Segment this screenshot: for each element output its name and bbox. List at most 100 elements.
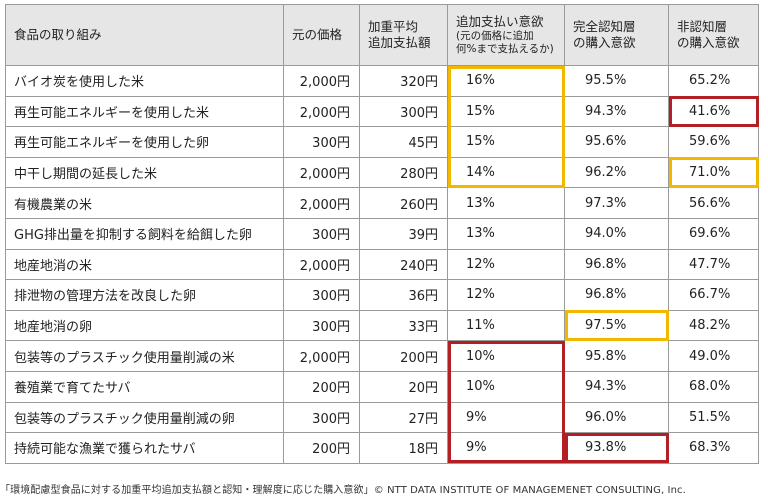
source-caption: 「環境配慮型食品に対する加重平均追加支払額と認知・理解度に応じた購入意欲」© N… [0, 485, 686, 496]
cell-original-price: 300円 [283, 309, 360, 342]
cell-willingness-to-pay: 13% [447, 217, 565, 250]
cell-aware-purchase-intent: 94.3% [564, 370, 669, 403]
cell-unaware-purchase-intent: 48.2% [668, 309, 759, 342]
cell-food-initiative: 包装等のプラスチック使用量削減の卵 [5, 401, 284, 434]
cell-aware-purchase-intent: 95.5% [564, 65, 669, 97]
cell-unaware-purchase-intent: 69.6% [668, 217, 759, 250]
cell-unaware-purchase-intent: 71.0% [668, 156, 759, 189]
cell-willingness-to-pay: 14% [447, 156, 565, 189]
cell-willingness-to-pay: 13% [447, 187, 565, 219]
table-row: 中干し期間の延長した米 2,000円 280円 14% 96.2% 71.0% [5, 156, 759, 189]
cell-food-initiative: 地産地消の卵 [5, 309, 284, 342]
cell-unaware-purchase-intent: 65.2% [668, 65, 759, 97]
cell-additional-payment: 20円 [359, 370, 448, 403]
table-row: 再生可能エネルギーを使用した米 2,000円 300円 15% 94.3% 41.6% [5, 95, 759, 128]
cell-additional-payment: 18円 [359, 432, 448, 464]
cell-original-price: 2,000円 [283, 340, 360, 372]
cell-unaware-purchase-intent: 59.6% [668, 126, 759, 158]
table-row: 有機農業の米 2,000円 260円 13% 97.3% 56.6% [5, 187, 759, 219]
cell-original-price: 300円 [283, 217, 360, 250]
table-row: 包装等のプラスチック使用量削減の卵 300円 27円 9% 96.0% 51.5% [5, 401, 759, 434]
cell-unaware-purchase-intent: 68.3% [668, 432, 759, 464]
cell-additional-payment: 300円 [359, 95, 448, 128]
purchase-intent-table: 食品の取り組み 元の価格 加重平均 追加支払額 追加支払い意欲 (元の価格に追加… [5, 4, 759, 464]
cell-willingness-to-pay: 11% [447, 309, 565, 342]
table-row: GHG排出量を抑制する飼料を給餌した卵 300円 39円 13% 94.0% 69.6% [5, 217, 759, 250]
cell-food-initiative: バイオ炭を使用した米 [5, 65, 284, 97]
cell-original-price: 300円 [283, 126, 360, 158]
cell-aware-purchase-intent: 95.8% [564, 340, 669, 372]
cell-unaware-purchase-intent: 49.0% [668, 340, 759, 372]
table-row: 排泄物の管理方法を改良した卵 300円 36円 12% 96.8% 66.7% [5, 279, 759, 311]
cell-willingness-to-pay: 12% [447, 279, 565, 311]
cell-food-initiative: 中干し期間の延長した米 [5, 156, 284, 189]
cell-additional-payment: 36円 [359, 279, 448, 311]
cell-willingness-to-pay: 9% [447, 401, 565, 434]
cell-additional-payment: 280円 [359, 156, 448, 189]
cell-original-price: 200円 [283, 370, 360, 403]
cell-food-initiative: 排泄物の管理方法を改良した卵 [5, 279, 284, 311]
header-willingness-to-pay: 追加支払い意欲 (元の価格に追加 何%まで支払えるか) [447, 4, 565, 66]
cell-food-initiative: 再生可能エネルギーを使用した卵 [5, 126, 284, 158]
cell-food-initiative: GHG排出量を抑制する飼料を給餌した卵 [5, 217, 284, 250]
header-aware-line1: 完全認知層 [573, 19, 636, 34]
header-unaware-purchase-intent: 非認知層 の購入意欲 [668, 4, 759, 66]
cell-aware-purchase-intent: 93.8% [564, 432, 669, 464]
header-additional-line1: 加重平均 [368, 19, 419, 34]
table-body: バイオ炭を使用した米 2,000円 320円 16% 95.5% 65.2% 再生可能エネル… [5, 65, 759, 464]
table-row: 養殖業で育てたサバ 200円 20円 10% 94.3% 68.0% [5, 370, 759, 403]
cell-food-initiative: 養殖業で育てたサバ [5, 370, 284, 403]
cell-willingness-to-pay: 12% [447, 248, 565, 281]
purchase-intent-table-container: 食品の取り組み 元の価格 加重平均 追加支払額 追加支払い意欲 (元の価格に追加… [5, 4, 759, 465]
header-row: 食品の取り組み 元の価格 加重平均 追加支払額 追加支払い意欲 (元の価格に追加… [5, 4, 759, 66]
cell-food-initiative: 再生可能エネルギーを使用した米 [5, 95, 284, 128]
cell-aware-purchase-intent: 94.3% [564, 95, 669, 128]
cell-food-initiative: 包装等のプラスチック使用量削減の米 [5, 340, 284, 372]
cell-aware-purchase-intent: 96.2% [564, 156, 669, 189]
cell-food-initiative: 地産地消の米 [5, 248, 284, 281]
header-unaware-line1: 非認知層 [677, 19, 728, 34]
cell-willingness-to-pay: 9% [447, 432, 565, 464]
cell-original-price: 2,000円 [283, 156, 360, 189]
cell-additional-payment: 260円 [359, 187, 448, 219]
header-wtp-line1: 追加支払い意欲 [456, 14, 544, 29]
cell-additional-payment: 45円 [359, 126, 448, 158]
table-row: 地産地消の卵 300円 33円 11% 97.5% 48.2% [5, 309, 759, 342]
cell-additional-payment: 27円 [359, 401, 448, 434]
table-row: 包装等のプラスチック使用量削減の米 2,000円 200円 10% 95.8% 49.0% [5, 340, 759, 372]
table-row: 持続可能な漁業で獲られたサバ 200円 18円 9% 93.8% 68.3% [5, 432, 759, 464]
cell-willingness-to-pay: 10% [447, 340, 565, 372]
table-row: 再生可能エネルギーを使用した卵 300円 45円 15% 95.6% 59.6% [5, 126, 759, 158]
cell-willingness-to-pay: 15% [447, 95, 565, 128]
cell-aware-purchase-intent: 96.0% [564, 401, 669, 434]
header-additional-line2: 追加支払額 [368, 35, 431, 50]
cell-aware-purchase-intent: 96.8% [564, 248, 669, 281]
header-weighted-avg-additional-payment: 加重平均 追加支払額 [359, 4, 448, 66]
cell-aware-purchase-intent: 95.6% [564, 126, 669, 158]
cell-original-price: 2,000円 [283, 95, 360, 128]
cell-unaware-purchase-intent: 51.5% [668, 401, 759, 434]
cell-additional-payment: 200円 [359, 340, 448, 372]
cell-unaware-purchase-intent: 56.6% [668, 187, 759, 219]
cell-unaware-purchase-intent: 41.6% [668, 95, 759, 128]
cell-original-price: 200円 [283, 432, 360, 464]
cell-aware-purchase-intent: 94.0% [564, 217, 669, 250]
cell-aware-purchase-intent: 97.5% [564, 309, 669, 342]
cell-additional-payment: 320円 [359, 65, 448, 97]
header-aware-line2: の購入意欲 [573, 35, 636, 50]
cell-additional-payment: 240円 [359, 248, 448, 281]
cell-additional-payment: 33円 [359, 309, 448, 342]
cell-additional-payment: 39円 [359, 217, 448, 250]
header-unaware-line2: の購入意欲 [677, 35, 740, 50]
header-fully-aware-purchase-intent: 完全認知層 の購入意欲 [564, 4, 669, 66]
cell-original-price: 300円 [283, 401, 360, 434]
cell-willingness-to-pay: 15% [447, 126, 565, 158]
table-row: 地産地消の米 2,000円 240円 12% 96.8% 47.7% [5, 248, 759, 281]
header-wtp-sub1: (元の価格に追加 [456, 30, 534, 42]
cell-aware-purchase-intent: 96.8% [564, 279, 669, 311]
cell-unaware-purchase-intent: 47.7% [668, 248, 759, 281]
cell-unaware-purchase-intent: 68.0% [668, 370, 759, 403]
cell-aware-purchase-intent: 97.3% [564, 187, 669, 219]
cell-unaware-purchase-intent: 66.7% [668, 279, 759, 311]
cell-food-initiative: 有機農業の米 [5, 187, 284, 219]
